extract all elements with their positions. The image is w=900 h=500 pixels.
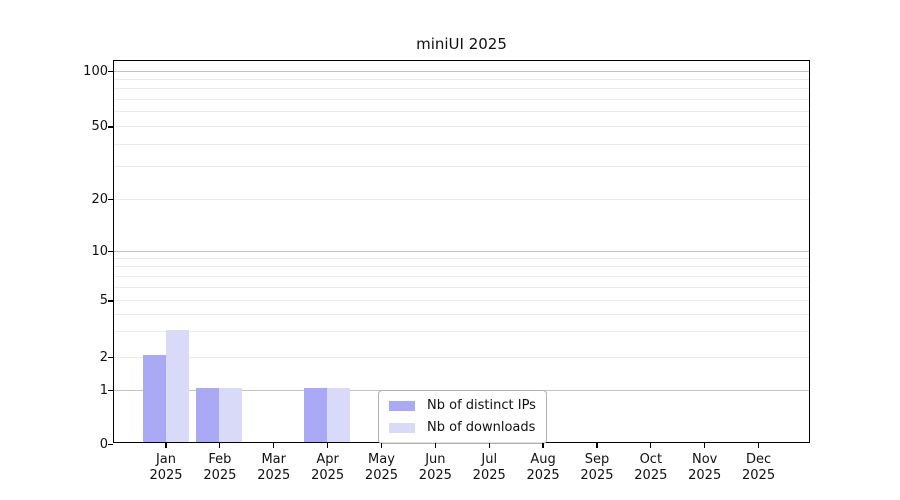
- y-minor-gridline-50: [114, 126, 809, 127]
- x-tick-label-jan: Jan 2025: [149, 452, 183, 483]
- y-minor-gridline-60: [114, 111, 809, 113]
- y-major-gridline-100: [114, 70, 809, 72]
- y-tick-mark-0: [108, 443, 113, 446]
- legend-label-downloads: Nb of downloads: [427, 420, 536, 435]
- y-tick-label-20: 20: [91, 191, 108, 207]
- y-tick-mark-20: [108, 198, 113, 201]
- y-tick-label-1: 1: [99, 382, 108, 398]
- y-minor-gridline-30: [114, 166, 809, 168]
- y-minor-gridline-20: [114, 198, 809, 200]
- x-tick-mark-jun: [434, 443, 436, 448]
- x-tick-label-mar: Mar 2025: [257, 452, 291, 483]
- chart-title: miniUI 2025: [416, 35, 507, 53]
- x-tick-mark-dec: [757, 443, 760, 448]
- bar-nb-of-distinct-ips-feb: [196, 388, 220, 442]
- plot-area: [113, 60, 810, 443]
- x-tick-label-jun: Jun 2025: [418, 452, 452, 483]
- x-tick-label-oct: Oct 2025: [634, 452, 668, 483]
- y-minor-gridline-80: [114, 88, 809, 90]
- bar-nb-of-distinct-ips-apr: [304, 388, 328, 442]
- y-minor-gridline-2: [114, 356, 809, 358]
- y-tick-mark-5: [108, 300, 113, 302]
- y-minor-gridline-3: [114, 331, 809, 333]
- y-minor-gridline-7: [114, 275, 809, 277]
- x-tick-mark-aug: [542, 443, 544, 448]
- y-minor-gridline-8: [114, 266, 809, 268]
- x-tick-mark-nov: [704, 443, 706, 448]
- y-tick-label-2: 2: [99, 349, 108, 365]
- y-tick-mark-10: [108, 250, 113, 253]
- legend-swatch-downloads-icon: [389, 423, 415, 433]
- legend-swatch-distinct-ips-icon: [389, 401, 415, 411]
- y-minor-gridline-5: [114, 300, 809, 301]
- x-tick-mark-sep: [596, 443, 598, 448]
- y-tick-label-5: 5: [99, 293, 108, 308]
- x-tick-label-aug: Aug 2025: [526, 452, 560, 483]
- x-tick-mark-feb: [219, 443, 221, 448]
- bar-nb-of-downloads-apr: [327, 388, 351, 442]
- y-tick-label-50: 50: [91, 119, 108, 134]
- legend-label-distinct-ips: Nb of distinct IPs: [427, 398, 536, 413]
- x-tick-mark-may: [380, 443, 383, 448]
- x-tick-mark-jan: [165, 443, 167, 448]
- y-major-gridline-10: [114, 250, 809, 252]
- y-minor-gridline-70: [114, 99, 809, 101]
- y-minor-gridline-6: [114, 286, 809, 288]
- y-minor-gridline-4: [114, 313, 809, 315]
- x-tick-label-apr: Apr 2025: [311, 452, 345, 483]
- x-tick-label-nov: Nov 2025: [688, 452, 722, 483]
- x-tick-label-may: May 2025: [364, 452, 399, 483]
- x-tick-label-jul: Jul 2025: [472, 452, 506, 483]
- legend: Nb of distinct IPs Nb of downloads: [378, 390, 547, 444]
- y-tick-mark-1: [108, 389, 113, 392]
- y-minor-gridline-40: [114, 143, 809, 145]
- bar-nb-of-downloads-feb: [219, 388, 243, 442]
- y-tick-label-10: 10: [91, 243, 108, 259]
- y-tick-label-100: 100: [83, 63, 108, 79]
- x-tick-label-feb: Feb 2025: [203, 452, 237, 483]
- x-tick-label-dec: Dec 2025: [742, 452, 776, 483]
- x-tick-mark-jul: [488, 443, 490, 448]
- y-tick-mark-50: [108, 126, 113, 128]
- y-minor-gridline-90: [114, 78, 809, 80]
- legend-item-downloads: Nb of downloads: [389, 420, 536, 436]
- bar-nb-of-downloads-jan: [165, 330, 189, 442]
- x-tick-label-sep: Sep 2025: [580, 452, 614, 483]
- legend-item-distinct-ips: Nb of distinct IPs: [389, 398, 536, 414]
- y-tick-mark-100: [108, 70, 113, 73]
- x-tick-mark-apr: [327, 443, 329, 448]
- y-minor-gridline-9: [114, 258, 809, 260]
- x-tick-mark-oct: [650, 443, 652, 448]
- bar-nb-of-distinct-ips-jan: [142, 355, 166, 442]
- x-tick-mark-mar: [273, 443, 275, 448]
- y-tick-mark-2: [108, 356, 113, 359]
- y-tick-label-0: 0: [99, 436, 108, 452]
